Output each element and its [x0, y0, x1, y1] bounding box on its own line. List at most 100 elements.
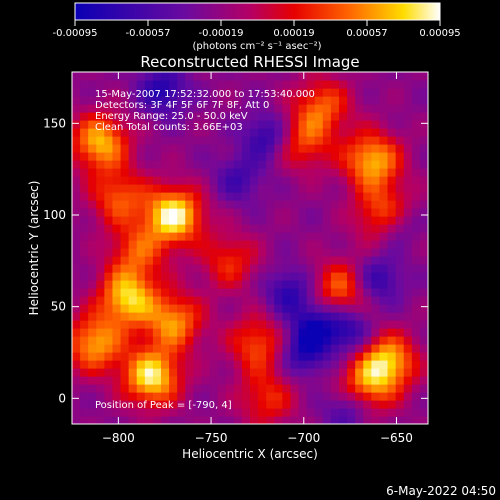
heatmap-cell — [306, 328, 316, 337]
heatmap-cell — [395, 240, 405, 249]
heatmap-cell — [306, 312, 316, 321]
heatmap-cell — [193, 376, 203, 385]
heatmap-cell — [120, 88, 130, 97]
heatmap-cell — [347, 376, 356, 385]
heatmap-cell — [233, 296, 243, 305]
heatmap-cell — [379, 72, 389, 81]
heatmap-cell — [225, 280, 235, 289]
heatmap-cell — [233, 176, 243, 185]
heatmap-cell — [306, 240, 316, 249]
heatmap-cell — [88, 272, 97, 281]
heatmap-cell — [403, 232, 413, 241]
heatmap-cell — [274, 376, 283, 385]
heatmap-cell — [88, 384, 97, 393]
heatmap-cell — [96, 184, 105, 193]
heatmap-cell — [395, 136, 405, 145]
heatmap-cell — [161, 272, 170, 281]
heatmap-cell — [225, 208, 235, 217]
heatmap-cell — [104, 208, 114, 217]
heatmap-cell — [274, 160, 283, 169]
heatmap-cell — [314, 400, 324, 409]
y-axis-label: Heliocentric Y (arcsec) — [27, 181, 41, 316]
heatmap-cell — [411, 400, 421, 409]
heatmap-cell — [258, 136, 267, 145]
heatmap-cell — [322, 280, 332, 289]
heatmap-cell — [419, 400, 428, 409]
heatmap-cell — [282, 200, 292, 209]
heatmap-cell — [282, 344, 292, 353]
heatmap-cell — [395, 408, 405, 417]
heatmap-cell — [363, 336, 372, 345]
heatmap-cell — [128, 224, 138, 233]
heatmap-cell — [88, 328, 97, 337]
heatmap-cell — [403, 400, 413, 409]
colorbar-tick-label: 0.00095 — [419, 28, 460, 39]
heatmap-cell — [112, 256, 122, 265]
heatmap-cell — [387, 296, 397, 305]
heatmap-cell — [322, 72, 332, 81]
heatmap-cell — [274, 80, 283, 89]
heatmap-cell — [258, 280, 267, 289]
heatmap-cell — [144, 328, 154, 337]
heatmap-cell — [161, 384, 170, 393]
heatmap-cell — [225, 368, 235, 377]
heatmap-cell — [96, 264, 105, 273]
heatmap-cell — [217, 360, 227, 369]
heatmap-cell — [403, 200, 413, 209]
heatmap-cell — [298, 128, 308, 137]
heatmap-cell — [290, 320, 300, 329]
heatmap-cell — [185, 112, 194, 121]
heatmap-cell — [347, 360, 356, 369]
heatmap-cell — [241, 288, 251, 297]
heatmap-cell — [403, 248, 413, 257]
heatmap-cell — [387, 144, 397, 153]
heatmap-cell — [112, 272, 122, 281]
heatmap-cell — [120, 192, 130, 201]
heatmap-cell — [419, 360, 428, 369]
heatmap-cell — [72, 224, 81, 233]
heatmap-cell — [266, 248, 275, 257]
heatmap-cell — [72, 136, 81, 145]
heatmap-cell — [290, 200, 300, 209]
heatmap-cell — [363, 128, 372, 137]
heatmap-cell — [136, 416, 146, 424]
heatmap-cell — [355, 360, 364, 369]
heatmap-cell — [379, 208, 389, 217]
heatmap-cell — [152, 168, 162, 177]
heatmap-cell — [112, 208, 122, 217]
heatmap-cell — [282, 384, 292, 393]
heatmap-cell — [387, 304, 397, 313]
heatmap-cell — [241, 168, 251, 177]
heatmap-cell — [80, 272, 89, 281]
heatmap-cell — [314, 80, 324, 89]
heatmap-cell — [363, 216, 372, 225]
heatmap-cell — [120, 280, 130, 289]
heatmap-cell — [355, 344, 364, 353]
heatmap-cell — [411, 152, 421, 161]
heatmap-cell — [330, 336, 340, 345]
heatmap-cell — [387, 368, 397, 377]
heatmap-cell — [371, 368, 381, 377]
heatmap-cell — [88, 280, 97, 289]
heatmap-cell — [225, 336, 235, 345]
heatmap-cell — [185, 352, 194, 361]
heatmap-cell — [152, 272, 162, 281]
heatmap-cell — [298, 208, 308, 217]
heatmap-cell — [88, 376, 97, 385]
heatmap-cell — [112, 384, 122, 393]
heatmap-cell — [169, 312, 178, 321]
heatmap-cell — [355, 408, 364, 417]
heatmap-cell — [193, 296, 203, 305]
heatmap-cell — [314, 408, 324, 417]
heatmap-cell — [128, 360, 138, 369]
heatmap-cell — [403, 264, 413, 273]
heatmap-cell — [306, 120, 316, 129]
heatmap-cell — [120, 184, 130, 193]
heatmap-cell — [395, 320, 405, 329]
heatmap-cell — [128, 128, 138, 137]
heatmap-cell — [104, 360, 114, 369]
heatmap-cell — [403, 160, 413, 169]
heatmap-cell — [419, 288, 428, 297]
heatmap-cell — [96, 240, 105, 249]
heatmap-cell — [193, 328, 203, 337]
